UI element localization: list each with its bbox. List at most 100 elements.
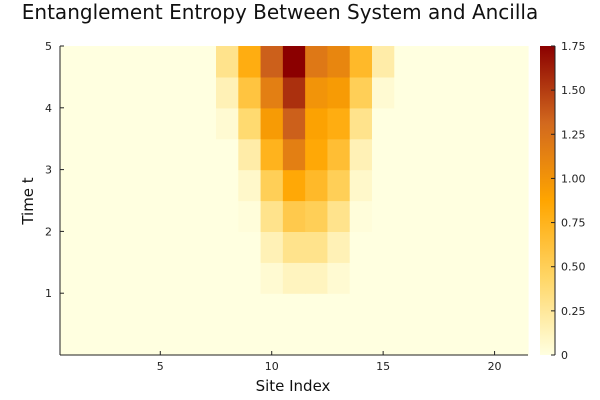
heatmap-cell: [282, 169, 306, 202]
heatmap-cell: [104, 293, 128, 325]
heatmap-cell: [282, 293, 306, 325]
heatmap-cell: [394, 293, 418, 325]
heatmap-cell: [327, 76, 351, 109]
heatmap-cell: [171, 138, 195, 171]
heatmap-cell: [149, 231, 173, 263]
heatmap-cell: [349, 169, 373, 202]
heatmap-cell: [60, 138, 83, 171]
heatmap-cell: [171, 169, 195, 202]
colorbar-bar: [540, 46, 555, 355]
y-tick-label: 4: [45, 102, 52, 115]
heatmap-cell: [349, 262, 373, 294]
heatmap-cell: [372, 138, 395, 171]
heatmap-cell: [82, 46, 106, 78]
heatmap-cell: [60, 231, 83, 263]
heatmap-cell: [461, 138, 485, 171]
heatmap-cell: [260, 76, 284, 109]
heatmap-cell: [394, 107, 418, 140]
heatmap-cell: [416, 231, 440, 263]
heatmap-cell: [82, 76, 106, 109]
heatmap-cell: [416, 200, 440, 232]
heatmap-cell: [104, 76, 128, 109]
heatmap-cell: [282, 107, 306, 140]
heatmap-cell: [483, 262, 507, 294]
heatmap-cell: [505, 200, 529, 232]
heatmap-cell: [126, 262, 150, 294]
heatmap-cell: [82, 293, 106, 325]
heatmap-cell: [327, 138, 351, 171]
heatmap-cell: [461, 169, 485, 202]
heatmap-cell: [193, 76, 217, 109]
heatmap-cell: [461, 231, 485, 263]
heatmap-cell: [82, 200, 106, 232]
heatmap-cell: [416, 138, 440, 171]
heatmap-cell: [416, 169, 440, 202]
heatmap-cell: [394, 169, 418, 202]
chart-title: Entanglement Entropy Between System and …: [22, 0, 538, 24]
heatmap-cell: [305, 138, 329, 171]
heatmap-cell: [104, 107, 128, 140]
heatmap-cell: [394, 231, 418, 263]
colorbar-tick-label: 1.50: [561, 84, 586, 97]
y-tick-label: 3: [45, 164, 52, 177]
heatmap-cell: [238, 262, 262, 294]
heatmap-cell: [327, 231, 351, 263]
heatmap-cell: [438, 293, 462, 325]
heatmap-cell: [126, 138, 150, 171]
heatmap-cells: [60, 46, 529, 356]
y-axis-label: Time t: [19, 177, 37, 225]
heatmap-cell: [60, 200, 83, 232]
heatmap-cell: [216, 76, 239, 109]
heatmap-cell: [126, 324, 150, 356]
heatmap-cell: [260, 46, 284, 78]
heatmap-cell: [438, 138, 462, 171]
heatmap-cell: [104, 324, 128, 356]
heatmap-cell: [416, 46, 440, 78]
heatmap-cell: [505, 169, 529, 202]
heatmap-cell: [193, 200, 217, 232]
heatmap-cell: [216, 107, 239, 140]
heatmap-cell: [505, 46, 529, 78]
heatmap-cell: [305, 262, 329, 294]
heatmap-cell: [416, 293, 440, 325]
heatmap-cell: [193, 262, 217, 294]
heatmap-cell: [483, 76, 507, 109]
heatmap-cell: [171, 231, 195, 263]
x-tick-label: 5: [157, 360, 164, 373]
heatmap-cell: [260, 262, 284, 294]
heatmap-cell: [104, 200, 128, 232]
heatmap-cell: [126, 231, 150, 263]
axes: 5 10 15 20 1 2 3 4 5: [45, 40, 528, 373]
heatmap-cell: [126, 293, 150, 325]
heatmap-cell: [216, 138, 239, 171]
heatmap-cell: [483, 169, 507, 202]
heatmap-cell: [60, 46, 83, 78]
heatmap-cell: [193, 293, 217, 325]
heatmap-cell: [327, 169, 351, 202]
heatmap-cell: [372, 169, 395, 202]
heatmap-cell: [305, 169, 329, 202]
heatmap-cell: [416, 262, 440, 294]
heatmap-cell: [394, 262, 418, 294]
heatmap-cell: [305, 231, 329, 263]
heatmap-cell: [305, 293, 329, 325]
colorbar-tick-label: 1.25: [561, 128, 586, 141]
heatmap-cell: [349, 46, 373, 78]
heatmap-cell: [438, 262, 462, 294]
heatmap-cell: [372, 107, 395, 140]
heatmap-cell: [82, 324, 106, 356]
heatmap-cell: [216, 231, 239, 263]
heatmap-cell: [60, 76, 83, 109]
heatmap-cell: [282, 324, 306, 356]
heatmap-cell: [171, 262, 195, 294]
heatmap-cell: [416, 107, 440, 140]
heatmap-cell: [104, 169, 128, 202]
heatmap-cell: [60, 107, 83, 140]
heatmap-cell: [216, 324, 239, 356]
heatmap-cell: [260, 231, 284, 263]
heatmap-cell: [394, 324, 418, 356]
heatmap-cell: [483, 107, 507, 140]
heatmap-cell: [260, 324, 284, 356]
heatmap-cell: [193, 107, 217, 140]
heatmap-cell: [149, 107, 173, 140]
